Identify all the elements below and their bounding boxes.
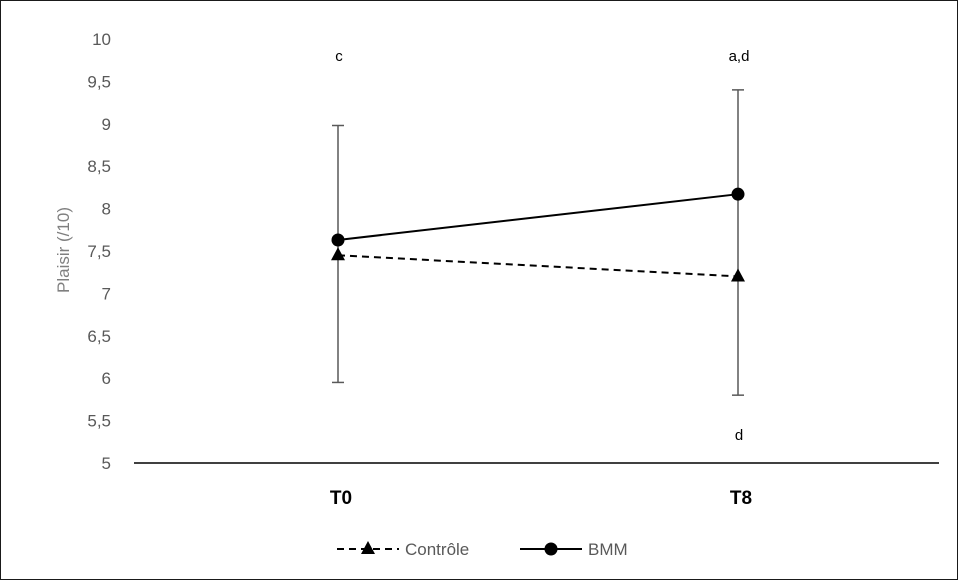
y-tick-label: 6,5 (87, 327, 111, 346)
y-axis-ticks: 5 5,5 6 6,5 7 7,5 8 8,5 9 9,5 10 (87, 30, 111, 473)
legend-marker-controle (361, 541, 375, 554)
significance-label: a,d (729, 48, 750, 65)
significance-label: d (735, 427, 743, 444)
error-bars (332, 89, 744, 396)
series-markers (331, 187, 745, 282)
x-axis-categories: T0 T8 (330, 488, 752, 509)
legend-label-controle: Contrôle (405, 540, 469, 559)
legend-label-bmm: BMM (588, 540, 628, 559)
y-tick-label: 10 (92, 30, 111, 49)
y-tick-label: 7 (102, 284, 111, 303)
data-point-controle (331, 247, 345, 261)
y-tick-label: 6 (102, 369, 111, 388)
series-lines (337, 193, 739, 278)
data-point-bmm (331, 233, 345, 247)
data-point-bmm (731, 187, 745, 201)
annotations: c a,d d (335, 48, 749, 444)
data-point-controle (731, 268, 745, 282)
y-tick-label: 7,5 (87, 242, 111, 261)
significance-label: c (335, 48, 343, 65)
y-axis-label: Plaisir (/10) (54, 207, 73, 293)
legend: Contrôle BMM (337, 540, 628, 559)
series-line-controle (337, 254, 739, 278)
x-category-label: T0 (330, 488, 352, 509)
y-tick-label: 8 (102, 200, 111, 219)
legend-marker-bmm (544, 542, 558, 556)
y-tick-label: 8,5 (87, 157, 111, 176)
x-category-label: T8 (730, 488, 752, 509)
y-tick-label: 5 (102, 454, 111, 473)
y-tick-label: 5,5 (87, 412, 111, 431)
y-tick-label: 9,5 (87, 72, 111, 91)
series-line-bmm (337, 193, 739, 241)
y-tick-label: 9 (102, 115, 111, 134)
